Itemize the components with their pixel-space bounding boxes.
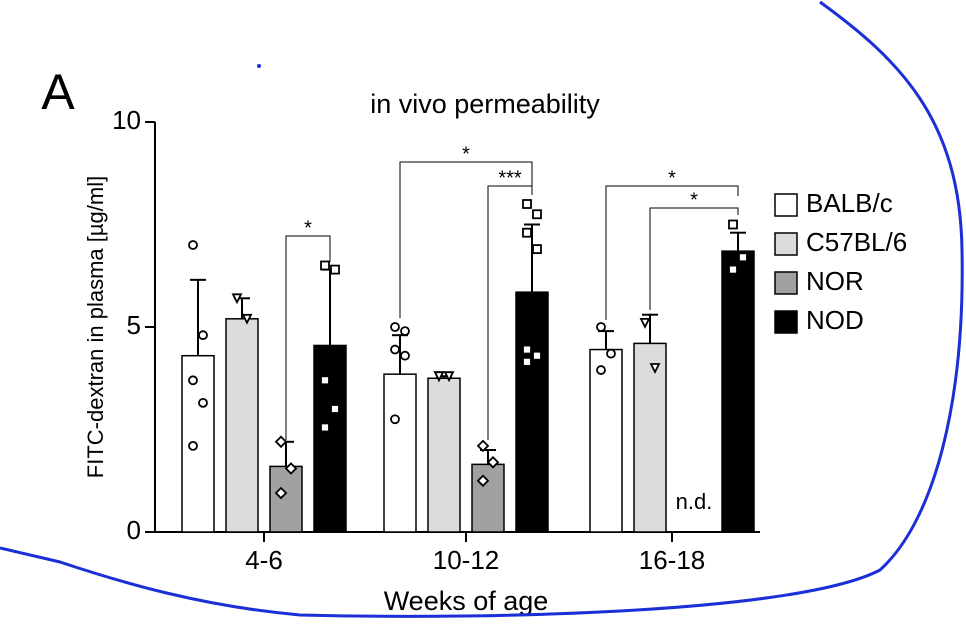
legend-label: NOR	[806, 266, 864, 296]
data-point	[522, 227, 532, 238]
data-point	[728, 264, 738, 275]
data-point	[400, 350, 410, 361]
data-point	[198, 397, 208, 408]
annotation-dot	[257, 64, 261, 68]
bar	[427, 377, 461, 533]
data-point	[274, 435, 288, 449]
y-tick-label: 10	[112, 105, 141, 135]
data-point	[596, 322, 606, 332]
significance-bracket	[487, 185, 533, 440]
significance-label: *	[462, 143, 470, 165]
data-point	[330, 404, 340, 414]
data-point	[486, 456, 500, 469]
legend-label: BALB/c	[806, 188, 893, 218]
data-point	[443, 371, 455, 383]
data-point	[330, 264, 340, 275]
data-point	[532, 244, 542, 255]
data-point	[198, 330, 208, 341]
bar	[313, 344, 347, 533]
data-point	[188, 440, 198, 451]
significance-bracket	[285, 235, 331, 440]
legend-label: NOD	[806, 305, 864, 335]
chart-title: in vivo permeability	[370, 89, 600, 119]
x-tick-label: 10-12	[433, 545, 500, 575]
data-point	[596, 365, 606, 375]
bar	[589, 348, 623, 533]
legend-swatch	[774, 193, 798, 217]
y-tick-label: 0	[127, 515, 141, 545]
data-point	[476, 439, 490, 453]
legend-swatch	[774, 271, 798, 295]
data-point	[606, 348, 616, 359]
data-point	[476, 474, 490, 488]
data-point	[390, 322, 400, 332]
data-point	[320, 422, 330, 433]
legend-label: C57BL/6	[806, 227, 907, 257]
bar	[269, 465, 303, 533]
panel-label: A	[41, 64, 75, 120]
significance-label: ***	[498, 167, 522, 189]
x-tick-label: 16-18	[639, 545, 706, 575]
data-point	[390, 344, 400, 355]
data-point	[400, 326, 410, 337]
data-point	[274, 486, 288, 500]
bar	[721, 250, 755, 533]
y-tick-label: 5	[127, 310, 141, 340]
x-tick-label: 4-6	[245, 545, 283, 575]
y-axis-label: FITC-dextran in plasma [µg/ml]	[83, 176, 108, 478]
significance-label: *	[690, 189, 698, 211]
significance-bracket	[649, 207, 739, 310]
data-point	[522, 356, 532, 367]
data-point	[522, 344, 532, 355]
significance-label: *	[668, 167, 676, 189]
legend-swatch	[774, 232, 798, 256]
x-axis-label: Weeks of age	[384, 586, 549, 616]
hand-drawn-annotation	[0, 0, 964, 618]
data-point	[433, 371, 445, 383]
bar	[633, 342, 667, 533]
data-point	[639, 318, 651, 329]
data-point	[241, 313, 253, 325]
data-point	[738, 252, 748, 263]
legend-swatch	[774, 310, 798, 334]
data-point	[532, 209, 542, 220]
bar	[515, 291, 549, 533]
bar	[225, 318, 259, 533]
data-point	[284, 462, 298, 475]
significance-bracket	[605, 185, 739, 320]
data-point	[728, 219, 738, 230]
significance-bracket	[399, 161, 533, 318]
data-point	[649, 363, 661, 375]
bar	[181, 354, 215, 533]
bar	[383, 373, 417, 533]
data-point	[231, 293, 243, 305]
data-point	[188, 375, 198, 386]
data-point	[532, 350, 542, 361]
bar	[471, 463, 505, 533]
data-point	[390, 414, 400, 425]
data-point	[320, 375, 330, 386]
annotation: n.d.	[676, 489, 713, 514]
significance-label: *	[304, 217, 312, 239]
data-point	[320, 260, 330, 271]
data-point	[522, 199, 532, 209]
data-point	[188, 240, 198, 250]
